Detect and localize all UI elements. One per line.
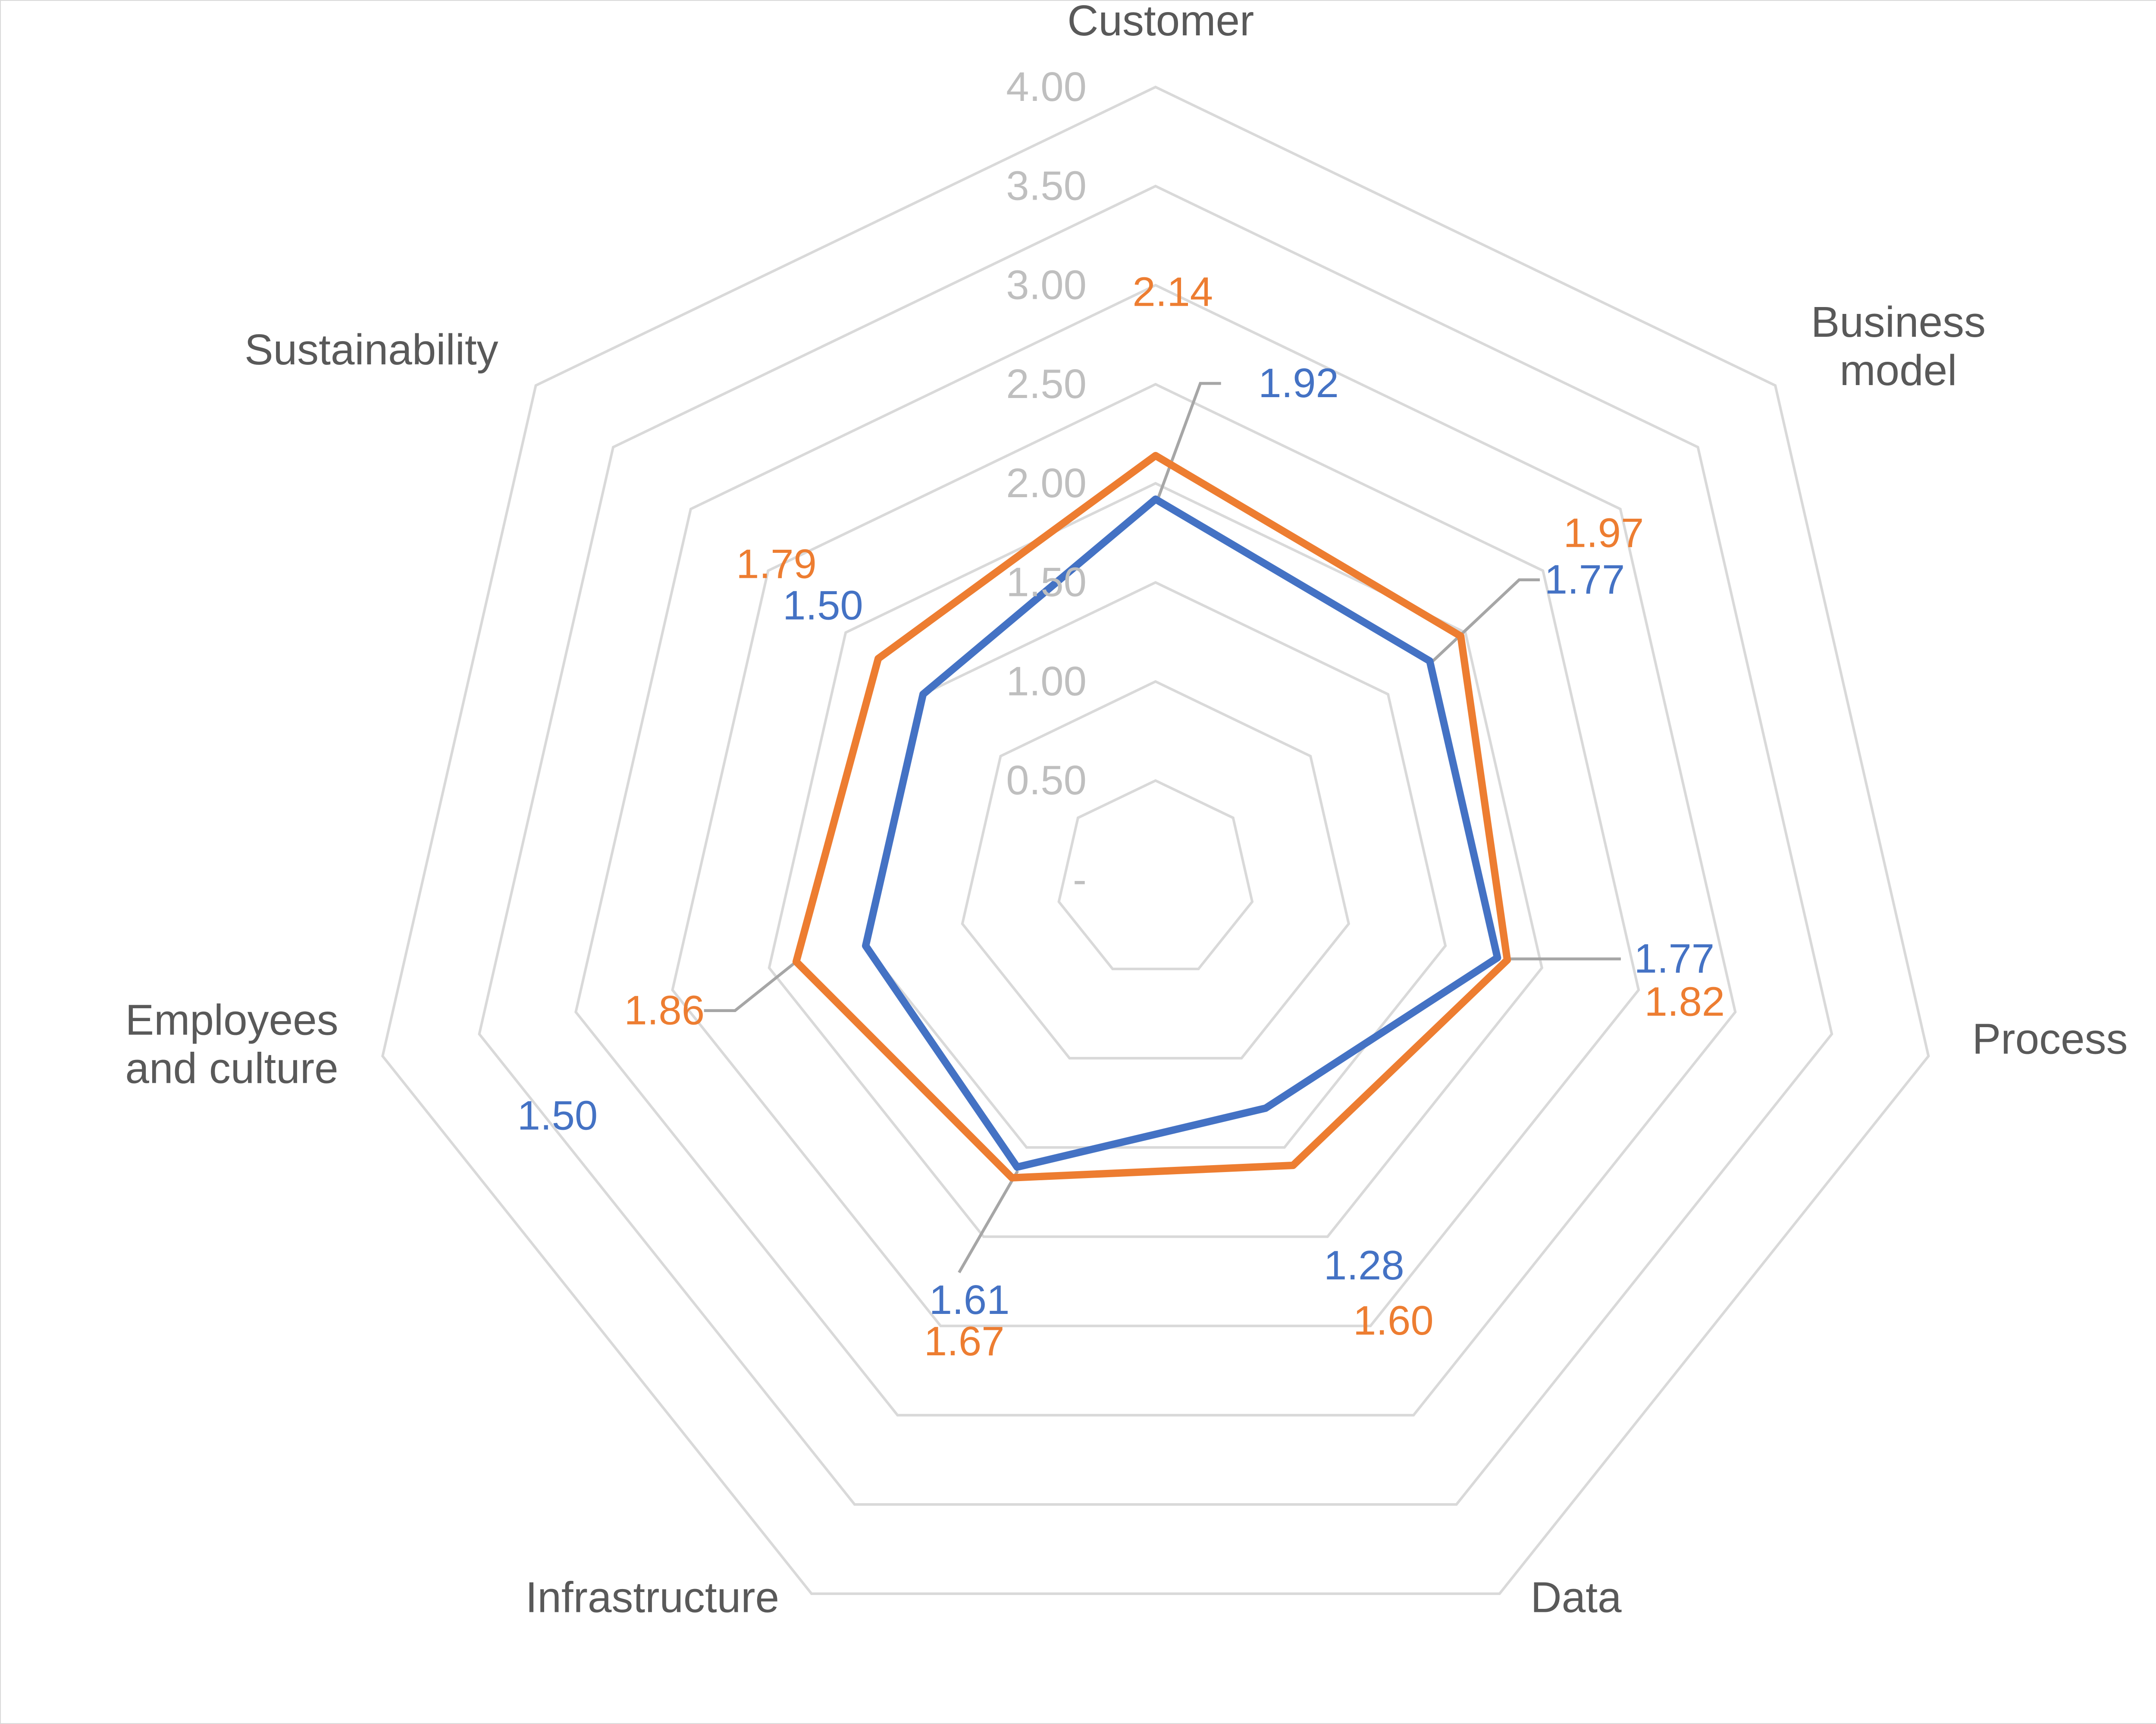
data-label-osme-n-12-process: 1.77 xyxy=(1634,936,1714,982)
series-polygons xyxy=(792,451,1511,1182)
series-line-oems-n-7[interactable] xyxy=(792,451,1511,1182)
radar-grid xyxy=(381,85,1930,1595)
grid-ring-0.5 xyxy=(1057,779,1254,970)
data-label-oems-n-7-employees-and-culture: 1.86 xyxy=(624,987,705,1034)
tick-label-4-00: 4.00 xyxy=(1006,64,1087,110)
data-label-osme-n-12-employees-and-culture: 1.50 xyxy=(517,1092,598,1138)
data-label-oems-n-7-data: 1.60 xyxy=(1353,1298,1434,1344)
axis-label-sustainability: Sustainability xyxy=(244,326,498,374)
grid-ring-4.0 xyxy=(381,85,1930,1595)
tick-label-2-50: 2.50 xyxy=(1006,361,1087,407)
tick-label-3-00: 3.00 xyxy=(1006,262,1087,308)
data-label-osme-n-12-business-model: 1.77 xyxy=(1545,557,1625,603)
data-label-osme-n-12-infrastructure: 1.61 xyxy=(929,1277,1010,1323)
tick-label-: - xyxy=(1073,856,1087,903)
axis-label-infrastructure: Infrastructure xyxy=(526,1574,780,1621)
tick-label-1-00: 1.00 xyxy=(1006,658,1087,704)
leader-line xyxy=(958,1170,1019,1273)
data-label-oems-n-7-infrastructure: 1.67 xyxy=(924,1318,1005,1364)
tick-label-2-00: 2.00 xyxy=(1006,460,1087,506)
grid-ring-3.0 xyxy=(574,284,1737,1417)
data-label-osme-n-12-data: 1.28 xyxy=(1324,1242,1404,1288)
axis-label-employees-and-culture: Employees and culture xyxy=(125,997,338,1093)
data-label-osme-n-12-sustainability: 1.50 xyxy=(783,583,863,629)
leader-line xyxy=(1430,578,1540,664)
tick-label-1-50: 1.50 xyxy=(1006,559,1087,605)
grid-ring-2.0 xyxy=(768,482,1544,1238)
axis-label-data: Data xyxy=(1531,1574,1622,1621)
data-label-oems-n-7-business-model: 1.97 xyxy=(1564,510,1644,556)
leader-line xyxy=(704,961,796,1012)
grid-ring-1.0 xyxy=(961,680,1351,1059)
tick-label-3-50: 3.50 xyxy=(1006,163,1087,209)
grid-ring-2.5 xyxy=(671,382,1640,1327)
series-line-osme-n-12[interactable] xyxy=(862,495,1501,1171)
axis-label-process: Process xyxy=(1972,1016,2128,1063)
radial-tick-labels: 4.00 3.50 3.00 2.50 2.00 1.50 1.00 0.50 - xyxy=(1006,64,1087,903)
data-label-oems-n-7-process: 1.82 xyxy=(1644,979,1725,1025)
grid-ring-3.5 xyxy=(478,185,1833,1506)
category-labels: Customer Business model Process Data Infrastr… xyxy=(125,1,2128,1621)
data-label-oems-n-7-customer: 2.14 xyxy=(1132,269,1213,315)
axis-label-business-model: Business model xyxy=(1811,298,1986,395)
data-label-oems-n-7-sustainability: 1.79 xyxy=(736,541,817,587)
leader-lines xyxy=(704,382,1621,1273)
axis-label-customer: Customer xyxy=(1067,1,1254,45)
data-labels: 1.92 1.77 1.77 1.28 1.61 1.50 1.50 2.14 1.97 1.82… xyxy=(517,269,1725,1364)
tick-label-0-50: 0.50 xyxy=(1006,757,1087,803)
data-label-osme-n-12-customer: 1.92 xyxy=(1258,360,1339,406)
